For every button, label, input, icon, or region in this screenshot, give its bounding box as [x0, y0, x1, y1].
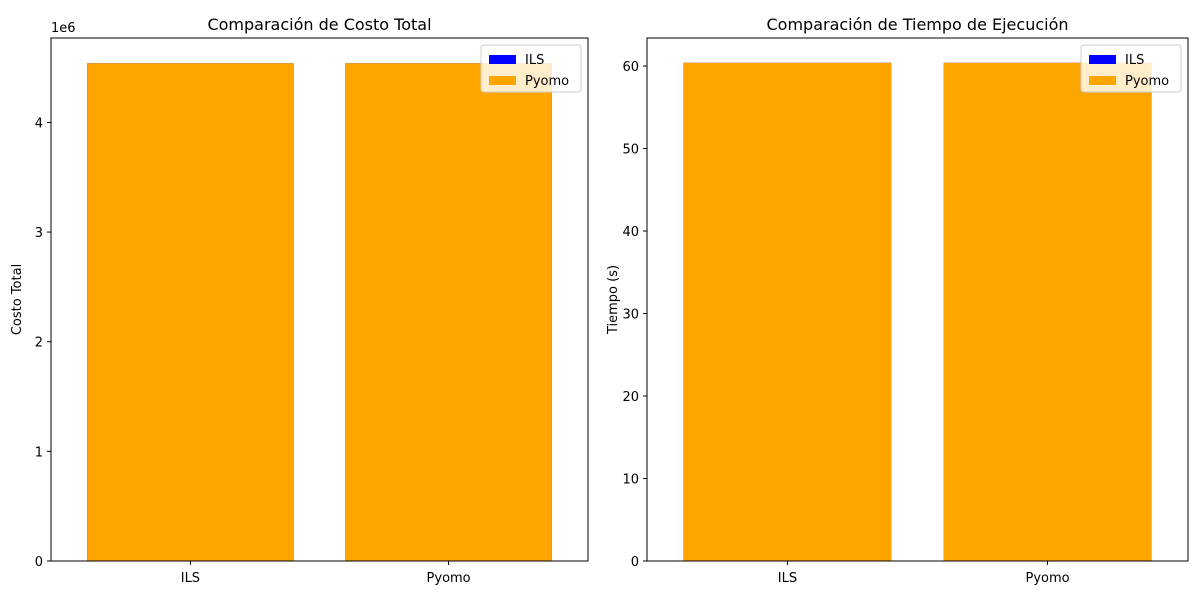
y-axis-label: Costo Total	[10, 264, 25, 335]
legend-swatch-ils	[1089, 55, 1116, 64]
bar-pyomo-ils	[683, 62, 892, 562]
y-tick-label: 10	[622, 473, 639, 488]
y-tick-label: 60	[622, 60, 639, 75]
chart-panel-2: 0 10 20 30 40 50 60 ILS Pyomo Comparación de Tiem…	[606, 15, 1189, 586]
chart-title: Comparación de Costo Total	[207, 15, 431, 34]
legend-swatch-pyomo	[1089, 76, 1116, 85]
legend-label-ils: ILS	[1125, 53, 1144, 68]
legend-label-ils: ILS	[525, 53, 544, 68]
y-tick-label: 20	[622, 390, 639, 405]
y-tick-label: 3	[35, 226, 43, 241]
legend-swatch-ils	[489, 55, 516, 64]
axes-frame	[646, 37, 1189, 562]
y-tick-label: 30	[622, 308, 639, 323]
x-tick-label: ILS	[181, 571, 200, 586]
axes-frame	[50, 37, 589, 562]
y-tick-label: 40	[622, 225, 639, 240]
y-axis-label: Tiempo (s)	[606, 265, 621, 335]
legend: ILS Pyomo	[480, 44, 582, 93]
legend-label-pyomo: Pyomo	[1125, 74, 1169, 89]
x-tick-label: ILS	[778, 571, 797, 586]
y-tick-label: 0	[631, 555, 639, 570]
x-tick-label: Pyomo	[427, 571, 471, 586]
y-tick-label: 4	[35, 116, 43, 131]
legend-swatch-pyomo	[489, 76, 516, 85]
y-offset-text: 1e6	[51, 21, 76, 36]
legend-label-pyomo: Pyomo	[525, 74, 569, 89]
y-tick-label: 0	[35, 555, 43, 570]
x-tick-label: Pyomo	[1025, 571, 1069, 586]
bar-pyomo-ils	[87, 63, 294, 562]
y-tick-label: 2	[35, 336, 43, 351]
chart-title: Comparación de Tiempo de Ejecución	[766, 15, 1068, 34]
bar-pyomo-pyomo	[345, 63, 552, 562]
bar-pyomo-pyomo	[943, 62, 1152, 562]
chart-panel-1: 0 1 2 3 4 ILS Pyomo 1e6 Comparación de Costo Tot…	[10, 15, 589, 586]
legend: ILS Pyomo	[1080, 44, 1182, 93]
y-tick-label: 1	[35, 445, 43, 460]
y-tick-label: 50	[622, 143, 639, 158]
